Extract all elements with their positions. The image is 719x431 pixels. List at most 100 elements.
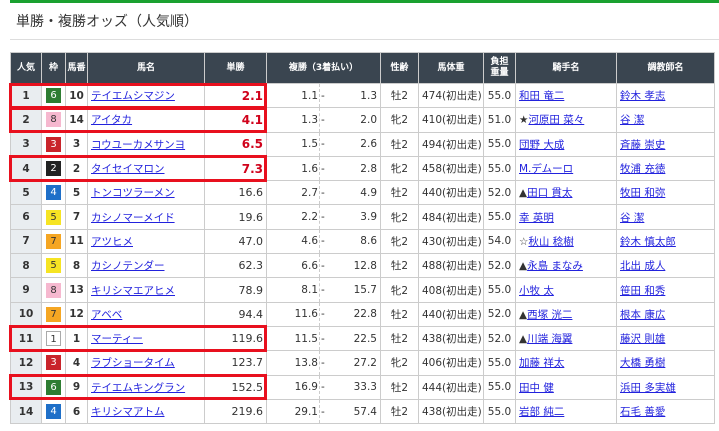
place-odds-max: 12.8 xyxy=(327,253,381,279)
jockey-link[interactable]: 小牧 太 xyxy=(519,284,554,297)
trainer-link[interactable]: 石毛 善愛 xyxy=(620,406,666,418)
place-separator: - xyxy=(319,374,328,400)
header-rank: 人気 xyxy=(10,52,42,84)
table-row: 9 8 13 キリシマエアヒメ 78.9 8.1 - 15.7 牝2 408(初… xyxy=(10,277,715,303)
trainer-link[interactable]: 浜田 多実雄 xyxy=(620,381,676,394)
trainer-cell: 浜田 多実雄 xyxy=(616,374,715,400)
waku-badge: 7 xyxy=(46,306,61,322)
jockey-link[interactable]: 幸 英明 xyxy=(519,211,554,224)
header-num: 馬番 xyxy=(65,52,88,84)
horse-name-cell: キリシマエアヒメ xyxy=(87,277,205,303)
place-odds-min: 13.8 xyxy=(266,350,320,376)
place-odds-max: 15.7 xyxy=(327,277,381,303)
jockey-link[interactable]: 川端 海翼 xyxy=(527,333,573,346)
place-separator: - xyxy=(319,131,328,157)
jockey-mark: ▲ xyxy=(519,308,528,321)
sex-age: 牝2 xyxy=(380,228,419,255)
sex-age: 牡2 xyxy=(380,131,419,157)
horse-name-link[interactable]: カシノテンダー xyxy=(91,260,165,273)
table-row: 10 7 12 アベベ 94.4 11.6 - 22.8 牡2 440(初出走)… xyxy=(10,301,715,327)
jockey-cell: 団野 大成 xyxy=(515,131,617,157)
trainer-link[interactable]: 北出 成人 xyxy=(620,260,666,273)
jockey-link[interactable]: 秋山 稔樹 xyxy=(528,235,574,248)
horse-name-link[interactable]: アツヒメ xyxy=(91,235,133,248)
waku-cell: 5 xyxy=(41,253,66,279)
trainer-link[interactable]: 牧田 和弥 xyxy=(620,187,666,200)
header-jockey: 騎手名 xyxy=(515,52,617,84)
waku-cell: 3 xyxy=(41,131,66,157)
place-separator: - xyxy=(319,228,328,255)
trainer-link[interactable]: 大橋 勇樹 xyxy=(620,357,666,370)
odds-table: 人気 枠 馬番 馬名 単勝 複勝（3着払い） 性齢 馬体重 負担 重量 騎手名 調… xyxy=(10,52,715,425)
horse-name-link[interactable]: タイセイマロン xyxy=(91,163,165,176)
jockey-link[interactable]: 和田 竜二 xyxy=(519,90,565,103)
horse-name-link[interactable]: ラブショータイム xyxy=(91,357,175,370)
jockey-cell: 加藤 祥太 xyxy=(515,350,617,376)
trainer-cell: 牧田 和弥 xyxy=(616,180,715,206)
trainer-link[interactable]: 鈴木 慎太郎 xyxy=(620,235,676,248)
horse-name-link[interactable]: アイタカ xyxy=(91,114,133,127)
place-odds-max: 8.6 xyxy=(327,228,381,255)
place-odds-min: 16.9 xyxy=(266,374,320,400)
jockey-link[interactable]: 田中 健 xyxy=(519,381,554,394)
horse-name-link[interactable]: テイエムキングラン xyxy=(91,381,186,394)
table-row: 13 6 9 テイエムキングラン 152.5 16.9 - 33.3 牡2 44… xyxy=(10,374,715,400)
win-odds: 78.9 xyxy=(204,277,267,303)
jockey-link[interactable]: 西塚 洸二 xyxy=(527,308,573,321)
place-separator: - xyxy=(319,82,328,109)
horse-name-link[interactable]: カシノマーメイド xyxy=(91,211,175,224)
win-odds: 16.6 xyxy=(204,180,267,206)
trainer-link[interactable]: 斉藤 崇史 xyxy=(620,138,666,151)
jockey-cell: 田中 健 xyxy=(515,374,617,400)
trainer-link[interactable]: 牧浦 充徳 xyxy=(620,163,666,176)
rank: 2 xyxy=(10,107,42,133)
jockey-link[interactable]: 永島 まなみ xyxy=(527,260,583,273)
horse-name-cell: アイタカ xyxy=(87,107,205,133)
burden-weight: 52.0 xyxy=(483,253,516,279)
trainer-link[interactable]: 鈴木 孝志 xyxy=(620,90,666,103)
jockey-link[interactable]: 団野 大成 xyxy=(519,138,565,151)
place-odds-min: 6.6 xyxy=(266,253,320,279)
table-row: 11 1 1 マーティー 119.6 11.5 - 22.5 牡2 438(初出… xyxy=(10,325,715,352)
burden-weight: 55.0 xyxy=(483,155,516,182)
place-separator: - xyxy=(319,398,328,425)
place-odds-min: 1.6 xyxy=(266,155,320,182)
burden-weight: 55.0 xyxy=(483,374,516,400)
horse-name-link[interactable]: キリシマアトム xyxy=(91,406,165,418)
waku-cell: 2 xyxy=(41,155,66,182)
jockey-link[interactable]: 河原田 菜々 xyxy=(528,114,585,127)
waku-badge: 6 xyxy=(46,379,61,395)
horse-number: 4 xyxy=(65,350,88,376)
waku-badge: 4 xyxy=(46,185,61,201)
horse-weight: 410(初出走) xyxy=(418,107,484,133)
trainer-link[interactable]: 谷 潔 xyxy=(620,211,645,224)
rank: 5 xyxy=(10,180,42,206)
table-row: 3 3 3 コウユーカメサンヨ 6.5 1.5 - 2.6 牡2 494(初出走… xyxy=(10,131,715,157)
burden-weight: 55.0 xyxy=(483,277,516,303)
table-row: 14 4 6 キリシマアトム 219.6 29.1 - 57.4 牡2 438(… xyxy=(10,398,715,425)
horse-weight: 408(初出走) xyxy=(418,277,484,303)
trainer-link[interactable]: 谷 潔 xyxy=(620,114,645,127)
horse-name-link[interactable]: コウユーカメサンヨ xyxy=(91,138,186,151)
table-row: 4 2 2 タイセイマロン 7.3 1.6 - 2.8 牝2 458(初出走) … xyxy=(10,155,715,182)
trainer-link[interactable]: 藤沢 則雄 xyxy=(620,333,666,346)
horse-name-link[interactable]: アベベ xyxy=(91,308,123,321)
place-odds-min: 8.1 xyxy=(266,277,320,303)
horse-name-link[interactable]: トンコツラーメン xyxy=(91,187,175,200)
horse-name-link[interactable]: テイエムシマジン xyxy=(91,90,175,103)
trainer-link[interactable]: 笹田 和秀 xyxy=(620,284,666,297)
trainer-link[interactable]: 根本 康広 xyxy=(620,308,666,321)
burden-weight: 55.0 xyxy=(483,204,516,230)
jockey-link[interactable]: 田口 貫太 xyxy=(527,187,573,200)
waku-cell: 4 xyxy=(41,398,66,425)
rank: 10 xyxy=(10,301,42,327)
horse-name-link[interactable]: キリシマエアヒメ xyxy=(91,284,175,297)
jockey-link[interactable]: 岩部 純二 xyxy=(519,406,565,418)
waku-badge: 1 xyxy=(46,331,61,347)
place-odds-min: 2.2 xyxy=(266,204,320,230)
horse-name-link[interactable]: マーティー xyxy=(91,333,143,346)
jockey-link[interactable]: 加藤 祥太 xyxy=(519,357,565,370)
horse-name-cell: テイエムシマジン xyxy=(87,82,205,109)
jockey-link[interactable]: M.デムーロ xyxy=(519,163,574,176)
place-odds-min: 11.5 xyxy=(266,325,320,352)
